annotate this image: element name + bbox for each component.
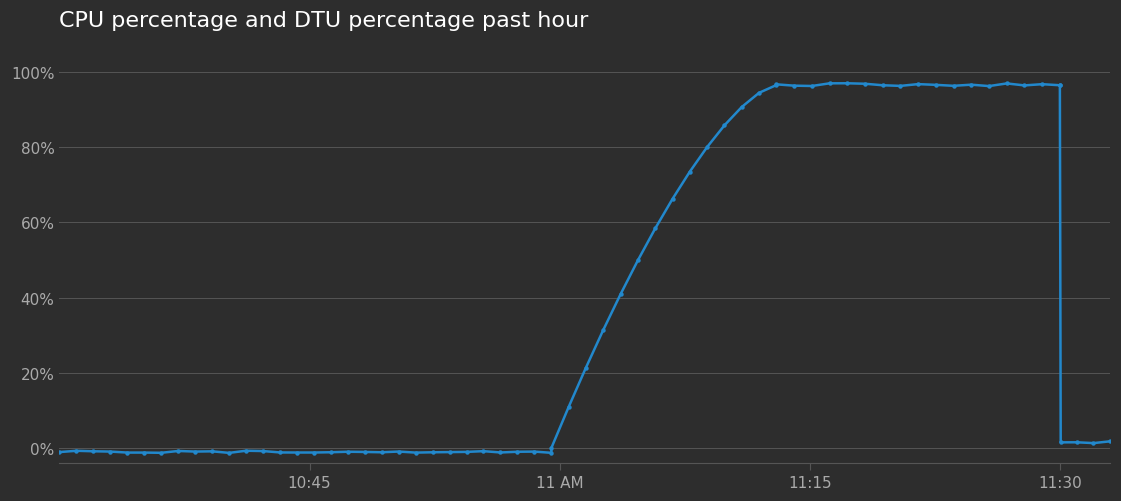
Text: CPU percentage and DTU percentage past hour: CPU percentage and DTU percentage past h… [59,11,589,31]
